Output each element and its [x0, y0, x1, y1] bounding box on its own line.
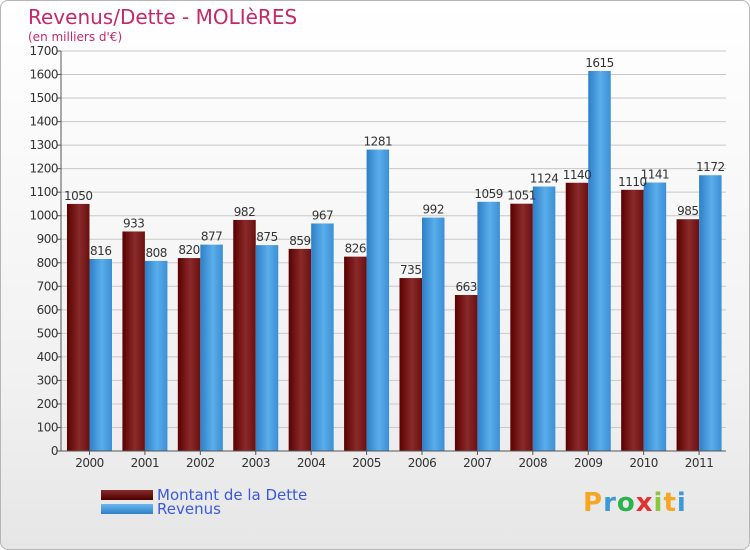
logo-letter: r [603, 488, 617, 518]
x-tick-label: 2002 [186, 456, 215, 470]
y-tick-label: 500 [37, 326, 58, 340]
x-tick-label: 2005 [352, 456, 381, 470]
logo-letter: P [583, 488, 604, 518]
bar-dette [67, 203, 90, 451]
x-tick-label: 2004 [297, 456, 326, 470]
data-label: 816 [90, 244, 111, 258]
data-label: 663 [455, 280, 476, 294]
legend-label-debt: Montant de la Dette [157, 486, 308, 504]
y-tick-label: 1600 [29, 68, 58, 82]
chart-title: Revenus/Dette - MOLIèRES [28, 5, 298, 29]
y-tick-label: 1400 [29, 115, 58, 129]
chart-subtitle: (en milliers d'€) [28, 30, 123, 44]
y-tick-label: 1200 [29, 162, 58, 176]
x-tick-label: 2011 [685, 456, 714, 470]
data-label: 820 [178, 243, 199, 257]
x-tick-label: 2009 [574, 456, 603, 470]
y-tick-label: 600 [37, 303, 58, 317]
y-tick-label: 300 [37, 373, 58, 387]
y-tick-label: 900 [37, 232, 58, 246]
data-label: 877 [201, 230, 222, 244]
data-label: 859 [289, 234, 310, 248]
bar-dette [454, 295, 478, 451]
y-tick-label: 800 [37, 256, 58, 270]
y-tick-label: 200 [37, 397, 58, 411]
y-tick-label: 1100 [29, 185, 58, 199]
bar-revenus [311, 223, 334, 451]
data-label: 1124 [530, 172, 559, 186]
logo-letter: i [653, 488, 664, 518]
x-tick-label: 2006 [408, 456, 437, 470]
data-label: 735 [400, 263, 421, 277]
data-label: 1615 [585, 56, 614, 70]
bar-revenus [532, 186, 556, 451]
data-label: 808 [145, 246, 166, 260]
legend-swatch-debt [101, 490, 153, 500]
data-label: 1172 [696, 160, 725, 174]
data-label: 985 [677, 204, 698, 218]
data-label: 1059 [474, 187, 503, 201]
data-label: 1110 [618, 175, 647, 189]
bar-dette [233, 219, 256, 451]
y-tick-label: 1500 [29, 91, 58, 105]
bar-dette [621, 189, 644, 451]
data-label: 1050 [64, 189, 93, 203]
logo-letter: x [635, 488, 654, 518]
data-label: 875 [256, 230, 277, 244]
data-label: 826 [345, 242, 366, 256]
data-label: 1281 [364, 135, 393, 149]
y-tick-label: 700 [37, 279, 58, 293]
data-label: 982 [234, 205, 255, 219]
bar-revenus [422, 217, 445, 451]
y-tick-label: 0 [51, 444, 58, 458]
x-tick-label: 2008 [519, 456, 548, 470]
bar-revenus [366, 149, 390, 451]
data-label: 1051 [507, 189, 536, 203]
bar-dette [510, 203, 533, 451]
bar-revenus [477, 201, 500, 451]
legend-label-revenus: Revenus [157, 500, 221, 518]
x-tick-label: 2001 [131, 456, 160, 470]
x-tick-label: 2007 [463, 456, 492, 470]
x-tick-label: 2010 [629, 456, 658, 470]
bar-revenus [89, 259, 112, 451]
y-tick-label: 400 [37, 350, 58, 364]
y-tick-label: 1000 [29, 209, 58, 223]
proxiti-logo: Proxiti [583, 488, 687, 518]
bar-revenus [588, 71, 611, 451]
bar-dette [565, 182, 589, 451]
bar-dette [344, 256, 367, 451]
x-tick-label: 2003 [241, 456, 270, 470]
data-label: 933 [123, 216, 144, 230]
bar-dette [676, 219, 700, 451]
logo-letter: t [663, 488, 677, 518]
bar-dette [399, 278, 422, 451]
logo-letter: o [616, 488, 636, 518]
bar-dette [177, 258, 201, 451]
data-label: 1141 [641, 168, 670, 182]
x-tick-label: 2000 [75, 456, 104, 470]
data-label: 992 [423, 203, 444, 217]
logo-letter: i [676, 488, 687, 518]
y-tick-label: 100 [37, 420, 58, 434]
y-tick-label: 1700 [29, 44, 58, 58]
bar-revenus [255, 245, 279, 451]
data-label: 1140 [563, 168, 592, 182]
y-tick-label: 1300 [29, 138, 58, 152]
bar-dette [288, 248, 312, 451]
bar-revenus [643, 182, 667, 451]
bar-revenus [144, 260, 168, 451]
bar-dette [122, 231, 145, 451]
data-label: 967 [312, 208, 333, 222]
legend-swatch-revenus [101, 504, 153, 514]
bar-revenus [699, 175, 722, 451]
bar-revenus [200, 244, 223, 451]
